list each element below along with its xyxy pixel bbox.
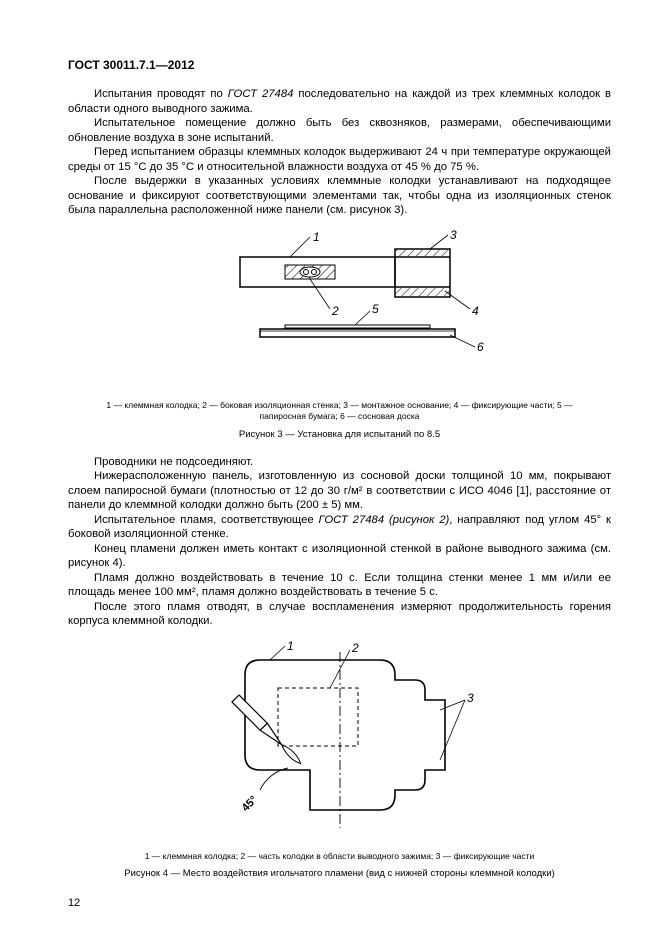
- paragraph: Проводники не подсоединяют.: [68, 455, 611, 469]
- paragraph: Испытательное пламя, соответствующее ГОС…: [68, 513, 611, 542]
- paragraph: Нижерасположенную панель, изготовленную …: [68, 469, 611, 512]
- page-number: 12: [68, 896, 80, 910]
- fig3-label-2: 2: [331, 304, 339, 318]
- text: Испытания проводят по: [94, 88, 228, 100]
- paragraph: После этого пламя отводят, в случае восп…: [68, 600, 611, 629]
- fig3-label-3: 3: [450, 229, 457, 242]
- ref-gost: ГОСТ 27484: [228, 88, 294, 100]
- fig4-label-3: 3: [467, 691, 474, 705]
- fig3-label-6: 6: [477, 340, 484, 354]
- fig3-label-1: 1: [313, 230, 320, 244]
- doc-header: ГОСТ 30011.7.1—2012: [68, 58, 611, 73]
- ref-gost: ГОСТ 27484 (рисунок 2): [319, 514, 450, 526]
- text: Испытательное пламя, соответствующее: [94, 514, 319, 526]
- paragraph: Перед испытанием образцы клеммных колодо…: [68, 145, 611, 174]
- figure-3-legend: 1 — клеммная колодка; 2 — боковая изоляц…: [98, 400, 581, 423]
- paragraph: Конец пламени должен иметь контакт с изо…: [68, 542, 611, 571]
- figure-3-title: Рисунок 3 — Установка для испытаний по 8…: [68, 429, 611, 441]
- figure-3: 1 2 3 4 5 6: [68, 229, 611, 393]
- fig4-label-1: 1: [287, 640, 294, 653]
- figure-4-title: Рисунок 4 — Место воздействия игольчатог…: [68, 868, 611, 880]
- fig3-label-4: 4: [472, 304, 479, 318]
- fig4-angle: 45°: [239, 794, 259, 814]
- paragraph: После выдержки в указанных условиях клем…: [68, 174, 611, 217]
- fig4-label-2: 2: [351, 641, 359, 655]
- fig3-label-5: 5: [372, 302, 379, 316]
- figure-4-legend: 1 — клеммная колодка; 2 — часть колодки …: [98, 851, 581, 862]
- paragraph: Испытания проводят по ГОСТ 27484 последо…: [68, 87, 611, 116]
- paragraph: Пламя должно воздействовать в течение 10…: [68, 571, 611, 600]
- paragraph: Испытательное помещение должно быть без …: [68, 116, 611, 145]
- figure-4: 45° 1 2 3: [68, 640, 611, 844]
